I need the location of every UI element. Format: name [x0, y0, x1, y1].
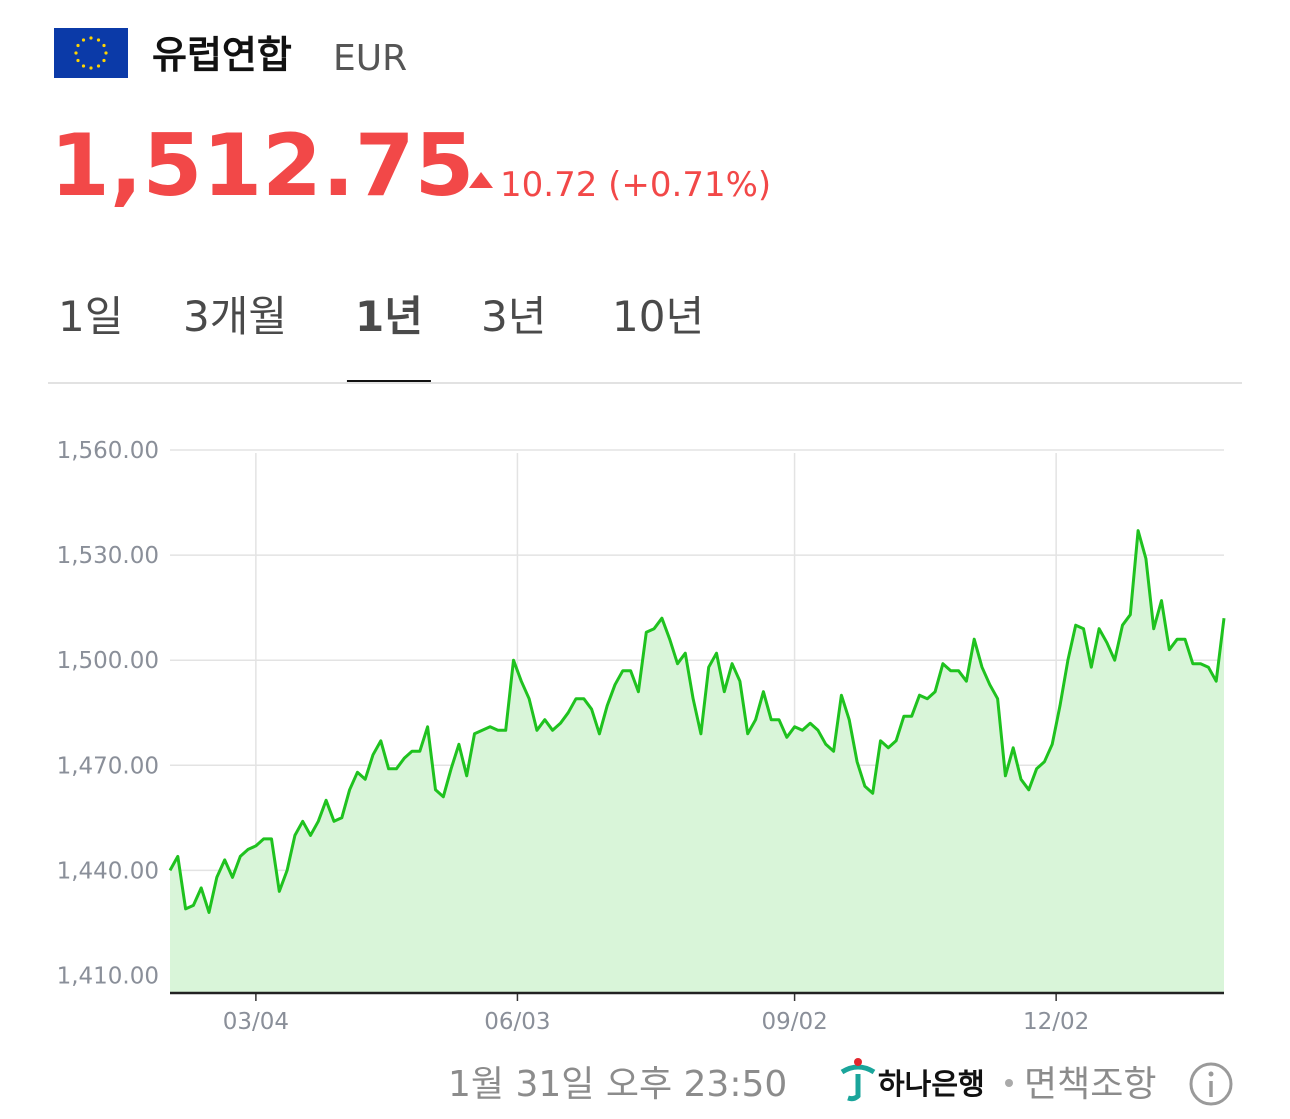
period-tab[interactable]: 1년	[355, 292, 423, 341]
price-change: 10.72 (+0.71%)	[500, 165, 771, 205]
period-tab[interactable]: 3년	[481, 292, 546, 341]
bank-name: 하나은행	[878, 1067, 985, 1101]
flag-field	[54, 28, 128, 78]
x-tick-label: 09/02	[761, 1009, 827, 1035]
timestamp: 1월 31일 오후 23:50	[448, 1064, 787, 1105]
currency-name: 유럽연합	[152, 33, 292, 77]
flag-star	[81, 38, 86, 42]
period-tab[interactable]: 1일	[58, 292, 123, 341]
logo-arc	[840, 1064, 876, 1075]
flag-star	[81, 64, 86, 68]
y-tick-label: 1,410.00	[57, 963, 159, 989]
flag-star	[102, 43, 106, 48]
period-tab[interactable]: 10년	[612, 292, 704, 341]
x-tick-label: 12/02	[1023, 1009, 1089, 1035]
y-tick-label: 1,560.00	[57, 438, 159, 464]
flag-star	[89, 36, 93, 40]
flag-star	[102, 58, 106, 63]
logo-dot	[854, 1058, 862, 1066]
period-tabs: 1일 3개월 1년 3년 10년	[58, 292, 704, 384]
logo-stem	[847, 1074, 861, 1102]
eu-flag	[54, 28, 128, 78]
bank-logo	[840, 1058, 876, 1102]
price: 1,512.75	[50, 116, 474, 216]
currency-code: EUR	[333, 38, 407, 79]
y-tick-label: 1,530.00	[57, 543, 159, 569]
info-dot	[1208, 1071, 1214, 1077]
up-arrow	[469, 172, 493, 188]
info-icon[interactable]	[1189, 1062, 1233, 1106]
flag-star	[74, 51, 78, 55]
period-tab[interactable]: 3개월	[183, 292, 287, 341]
x-tick-label: 03/04	[223, 1009, 289, 1035]
flag-star	[104, 51, 108, 55]
flag-star	[76, 43, 80, 48]
disclaimer-link[interactable]: 면책조항	[1024, 1064, 1156, 1105]
flag-star	[89, 66, 93, 70]
y-tick-label: 1,470.00	[57, 753, 159, 779]
y-tick-label: 1,500.00	[57, 648, 159, 674]
flag-star	[76, 58, 80, 63]
y-tick-label: 1,440.00	[57, 858, 159, 884]
x-tick-label: 06/03	[484, 1009, 550, 1035]
price-line	[168, 529, 1226, 914]
separator	[1005, 1079, 1013, 1087]
flag-star	[96, 38, 101, 42]
info-circle	[1189, 1062, 1233, 1106]
chart: 1,410.00 1,440.00 1,470.00 1,500.00 1,530.00…	[57, 438, 1226, 1035]
flag-star	[96, 64, 101, 68]
area-fill	[170, 530, 1224, 993]
